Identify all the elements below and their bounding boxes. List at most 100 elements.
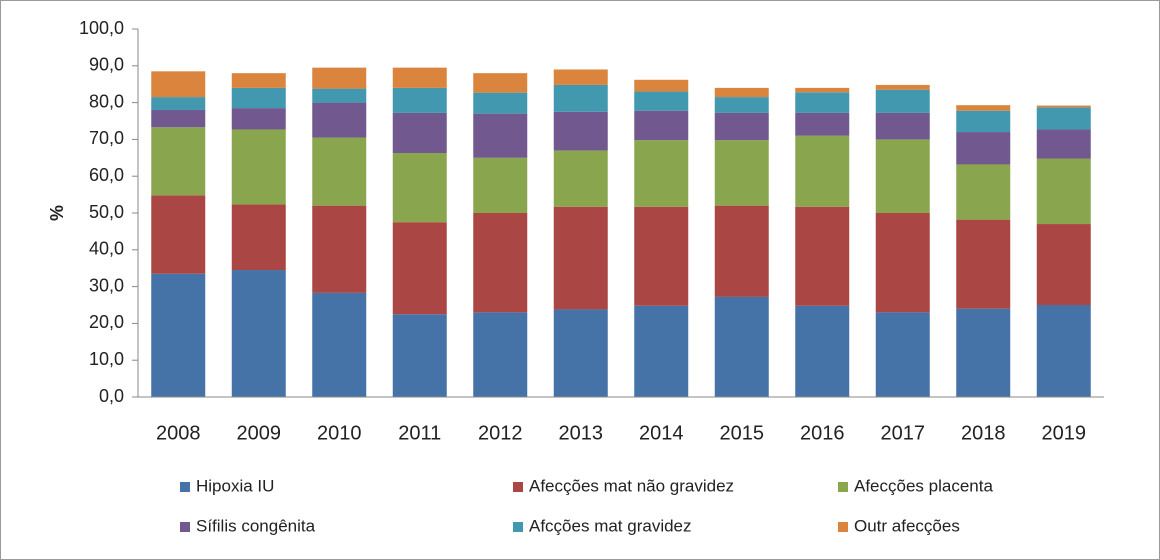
y-tick-label: 80,0 (89, 91, 124, 111)
bar-segment (714, 296, 769, 397)
legend-swatch (513, 522, 523, 532)
legend-label: Sífilis congênita (196, 516, 316, 535)
x-tick-label: 2008 (156, 422, 201, 444)
bar-segment (795, 135, 850, 207)
bar-segment (714, 205, 769, 297)
bar-segment (151, 97, 206, 110)
bar-segment (553, 69, 608, 85)
x-tick-label: 2019 (1042, 422, 1087, 444)
bar-segment (875, 89, 930, 113)
bar-segment (714, 112, 769, 141)
bar-segment (634, 305, 689, 397)
bar-segment (553, 111, 608, 151)
bar-segment (312, 205, 367, 293)
legend-swatch (513, 482, 523, 492)
bar-segment (956, 308, 1011, 397)
bar-segment (956, 132, 1011, 165)
bar-segment (231, 129, 286, 205)
legend-label: Hipoxia IU (196, 476, 274, 495)
bar-segment (795, 87, 850, 93)
bar-segment (634, 140, 689, 207)
legend-label: Afecções mat não gravidez (529, 476, 734, 495)
bar-segment (312, 67, 367, 89)
bar-segment (875, 213, 930, 313)
bar-segment (553, 309, 608, 397)
bar-segment (473, 113, 528, 158)
bar-segment (473, 213, 528, 313)
bar-segment (875, 312, 930, 397)
bar-segment (956, 164, 1011, 220)
bar-segment (392, 222, 447, 315)
bar-segment (553, 150, 608, 207)
y-tick-label: 30,0 (89, 275, 124, 295)
bar-segment (1036, 158, 1091, 225)
bar-segment (392, 112, 447, 154)
bar-segment (956, 110, 1011, 133)
x-tick-label: 2017 (881, 422, 926, 444)
y-tick-label: 50,0 (89, 202, 124, 222)
bar-segment (956, 219, 1011, 309)
x-tick-label: 2010 (317, 422, 362, 444)
x-tick-label: 2015 (720, 422, 765, 444)
legend-label: Afecções placenta (854, 476, 993, 495)
legend-label: Outr afecções (854, 516, 960, 535)
bar-segment (312, 88, 367, 103)
bar-segment (231, 108, 286, 130)
bar-segment (795, 206, 850, 306)
bar-segment (312, 102, 367, 138)
y-tick-label: 100,0 (79, 18, 124, 38)
bar-segment (473, 157, 528, 213)
bar-segment (151, 273, 206, 397)
x-tick-label: 2011 (398, 422, 441, 444)
bar-segment (634, 91, 689, 111)
y-tick-label: 60,0 (89, 165, 124, 185)
bar-segment (151, 127, 206, 196)
bar-segment (392, 153, 447, 223)
legend-swatch (838, 522, 848, 532)
x-tick-label: 2016 (800, 422, 845, 444)
x-tick-label: 2009 (237, 422, 282, 444)
bar-segment (1036, 305, 1091, 397)
y-tick-label: 0,0 (99, 386, 124, 406)
bar-segment (1036, 129, 1091, 159)
y-tick-label: 10,0 (89, 349, 124, 369)
legend-swatch (180, 522, 190, 532)
legend-label: Afcções mat gravidez (529, 516, 692, 535)
bar-segment (875, 84, 930, 90)
y-tick-label: 90,0 (89, 55, 124, 75)
bar-segment (875, 139, 930, 213)
bar-segment (714, 140, 769, 206)
bar-segment (231, 87, 286, 109)
legend-swatch (838, 482, 848, 492)
bar-segment (151, 195, 206, 274)
x-tick-label: 2013 (559, 422, 604, 444)
y-tick-label: 40,0 (89, 239, 124, 259)
bar-segment (392, 67, 447, 88)
bar-segment (473, 73, 528, 93)
bar-segment (553, 84, 608, 112)
bar-segment (956, 105, 1011, 111)
legend-swatch (180, 482, 190, 492)
bar-segment (231, 270, 286, 397)
x-tick-label: 2018 (961, 422, 1006, 444)
bar-segment (312, 137, 367, 206)
bar-segment (473, 312, 528, 397)
x-tick-label: 2014 (639, 422, 684, 444)
bar-segment (634, 110, 689, 141)
bar-segment (634, 206, 689, 306)
bar-segment (473, 92, 528, 114)
bar-segment (392, 314, 447, 397)
bar-segment (231, 73, 286, 88)
y-tick-label: 70,0 (89, 128, 124, 148)
bar-segment (553, 206, 608, 310)
bar-segment (795, 305, 850, 397)
y-tick-label: 20,0 (89, 312, 124, 332)
bar-segment (795, 92, 850, 113)
bar-segment (714, 87, 769, 98)
bar-segment (875, 112, 930, 140)
x-tick-label: 2012 (478, 422, 523, 444)
y-axis-label: % (47, 205, 67, 221)
bar-segment (392, 87, 447, 113)
